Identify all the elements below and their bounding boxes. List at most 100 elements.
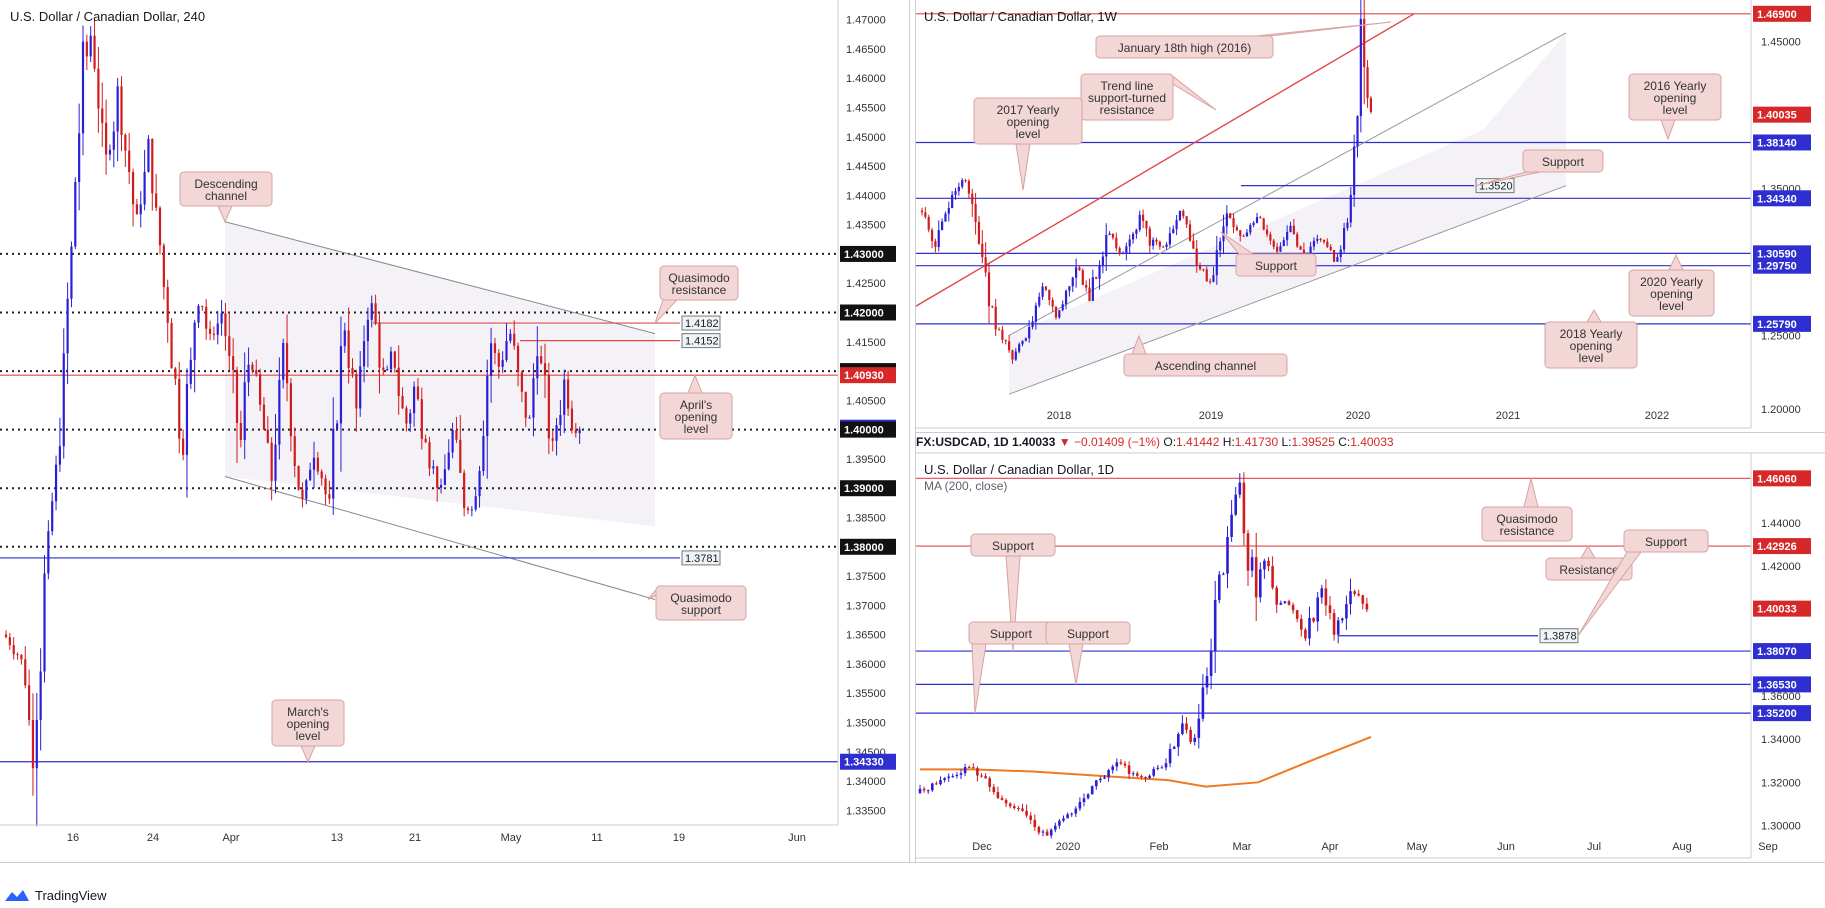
candle-body (232, 356, 235, 370)
candle-body (937, 230, 940, 248)
candle-body (1131, 233, 1135, 240)
candle-body (555, 425, 558, 441)
candle-body (1107, 770, 1110, 778)
candle-body (1267, 560, 1270, 567)
candle-body (927, 216, 930, 230)
candle-body (1165, 244, 1168, 247)
candle-body (131, 172, 135, 205)
candle-body (1075, 267, 1078, 278)
candle-body (386, 369, 389, 371)
price-tag-label: 1.43000 (844, 249, 884, 261)
candle-body (559, 414, 562, 426)
level-box-label: 1.4152 (685, 336, 719, 348)
candle-body (939, 779, 942, 785)
candle-body (961, 180, 964, 187)
candle-body (251, 364, 254, 371)
price-tag-label: 1.25790 (1757, 319, 1797, 331)
price-tag (1753, 600, 1811, 617)
daily-chart[interactable]: FX:USDCAD, 1D 1.40033 ▼ −0.01409 (−1%) O… (916, 432, 1825, 862)
candle-body (470, 509, 473, 511)
candle-body (1004, 799, 1008, 804)
time-tick: Sep (1758, 841, 1778, 853)
candle-body (1336, 620, 1340, 635)
price-tick: 1.45000 (846, 132, 886, 144)
candle-body (1312, 240, 1316, 247)
candle-body (1164, 763, 1168, 768)
candle-body (920, 210, 924, 213)
price-tag-label: 1.29750 (1757, 261, 1797, 273)
price-tick: 1.46000 (846, 73, 886, 85)
candle-body (336, 423, 339, 429)
candle-body (439, 484, 443, 488)
candle-body (105, 122, 108, 155)
candle-body (459, 439, 462, 473)
candle-body (1272, 240, 1275, 247)
yearly-2017-note-text: level (1016, 127, 1041, 141)
candle-body (1365, 603, 1369, 610)
candle-body (1269, 234, 1272, 241)
descending-channel-note-text: Descending (194, 177, 257, 191)
candle-body (1168, 748, 1172, 764)
price-tag (840, 245, 896, 262)
asc-channel-fill (1009, 32, 1566, 395)
tradingview-logo[interactable]: TradingView (4, 884, 107, 906)
candle-body (482, 436, 485, 472)
candle-body (112, 131, 115, 150)
candle-body (443, 469, 446, 485)
candle-body (1098, 265, 1101, 279)
yearly-2016-note-pointer (1660, 119, 1676, 141)
weekly-chart[interactable]: 1.35201.450001.350001.250001.200001.4690… (915, 0, 1825, 434)
candle-body (918, 788, 922, 794)
support-note-b-text: Support (992, 539, 1035, 553)
candle-body (1033, 819, 1037, 828)
candle-body (1025, 810, 1028, 816)
time-tick: Jun (1497, 841, 1515, 853)
candle-body (1138, 214, 1141, 230)
candle-body (89, 35, 92, 57)
support-note-d-text: Support (1067, 627, 1110, 641)
candle-body (1068, 286, 1071, 291)
candle-body (1008, 803, 1012, 807)
candle-body (1263, 560, 1266, 570)
candle-body (1131, 773, 1135, 775)
yearly-2017-note-text: 2017 Yearly (997, 103, 1060, 117)
candle-body (1049, 829, 1053, 836)
h4-chart[interactable]: 1.4182 1.4152 1.3781 1.47000 1.46500 1.46000 1… (0, 0, 909, 862)
candle-body (1000, 798, 1004, 800)
candle-body (1254, 557, 1258, 598)
level-box (681, 315, 721, 331)
candle-body (954, 191, 957, 195)
april-opening-note-text: opening (675, 410, 718, 424)
candle-body (205, 306, 208, 329)
candle-body (1078, 801, 1082, 809)
h4-chart-panel[interactable]: 1.4182 1.4152 1.3781 1.47000 1.46500 1.46000 1… (0, 0, 909, 862)
ma-200-line (920, 735, 1372, 788)
symbol-bar-part: H: (1223, 435, 1235, 449)
time-tick: Feb (1150, 841, 1169, 853)
weekly-chart-panel[interactable]: 1.3520 1.45000 1.35000 1.25000 1.20000 1.4690… (915, 0, 1825, 434)
yearly-2020-note-text: level (1659, 299, 1684, 313)
candle-body (1238, 482, 1242, 495)
candle-body (1198, 265, 1202, 270)
candle-body (1296, 234, 1299, 247)
candle-body (1329, 246, 1332, 251)
price-tick: 1.33500 (846, 805, 886, 817)
candle-body (1309, 246, 1312, 256)
time-tick: Mar (1233, 841, 1252, 853)
candle-body (570, 408, 574, 430)
daily-chart-panel[interactable]: FX:USDCAD, 1D 1.40033 ▼ −0.01409 (−1%) O… (916, 432, 1825, 862)
candle-body (941, 221, 944, 231)
price-tag (1753, 190, 1811, 207)
candle-body (1282, 240, 1285, 247)
candle-body (1048, 289, 1051, 301)
candle-body (1118, 248, 1121, 254)
candle-body (1283, 601, 1287, 603)
candle-body (1145, 220, 1148, 229)
price-tick: 1.46500 (846, 44, 886, 56)
candle-body (359, 366, 362, 409)
candle-body (58, 446, 61, 465)
price-tag (840, 480, 896, 497)
price-tag-label: 1.46900 (1757, 9, 1797, 21)
candle-body (1316, 238, 1319, 241)
price-tick: 1.32000 (1761, 777, 1801, 789)
